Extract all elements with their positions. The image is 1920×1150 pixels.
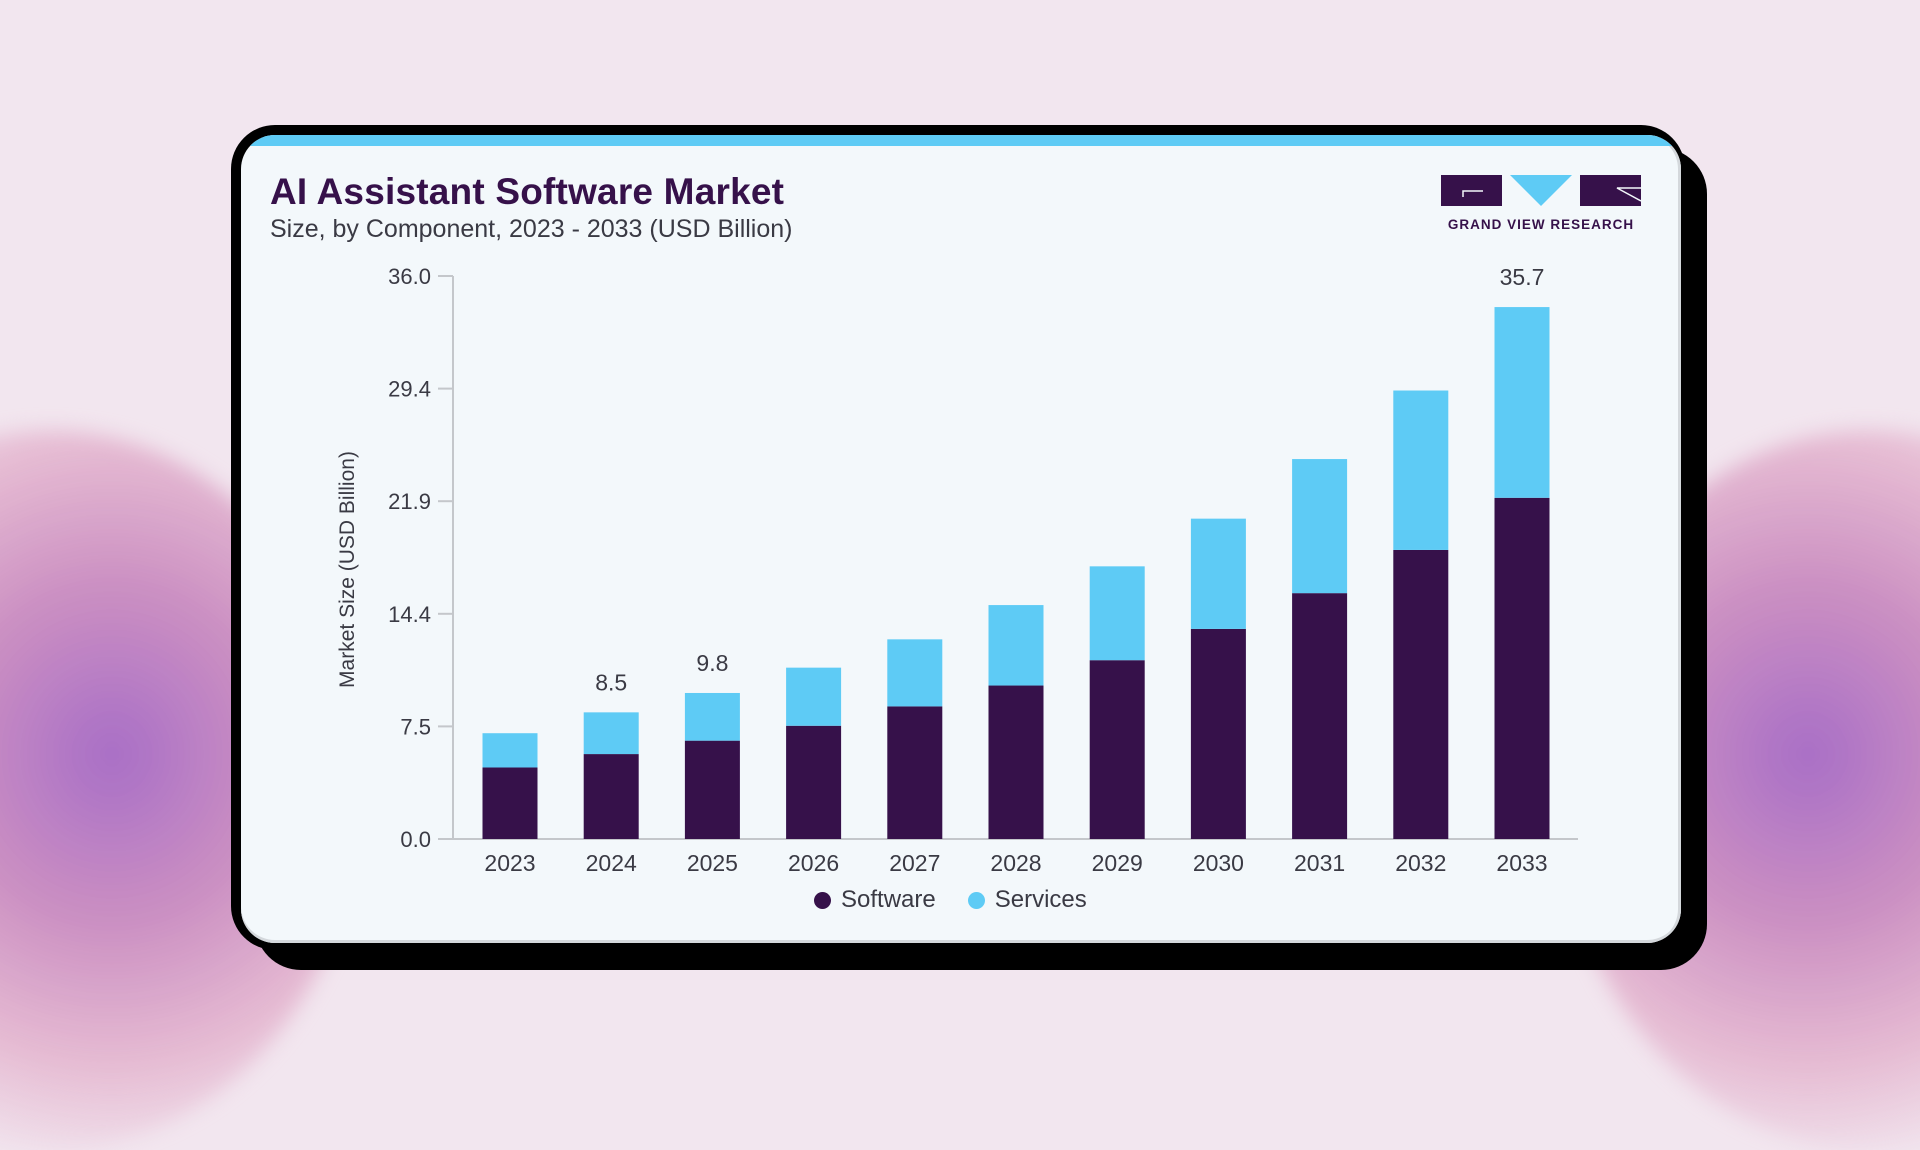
x-tick-label: 2024 bbox=[586, 850, 637, 876]
card-top-strip bbox=[241, 135, 1681, 146]
y-tick-label: 21.9 bbox=[388, 489, 431, 514]
bar-software-2031 bbox=[1292, 593, 1348, 839]
bar-software-2030 bbox=[1190, 628, 1246, 839]
x-tick-label: 2028 bbox=[990, 850, 1041, 876]
bar-software-2032 bbox=[1393, 549, 1449, 839]
logo-r-block bbox=[1580, 175, 1641, 206]
grand-view-research-logo: GRAND VIEW RESEARCH bbox=[1441, 173, 1642, 235]
legend-label-services: Services bbox=[994, 886, 1087, 913]
chart-title: AI Assistant Software Market bbox=[270, 171, 785, 212]
legend-dot-software bbox=[814, 891, 831, 909]
chart-subtitle: Size, by Component, 2023 - 2033 (USD Bil… bbox=[270, 215, 793, 243]
x-tick-label: 2025 bbox=[687, 850, 738, 876]
bar-software-2027 bbox=[887, 706, 943, 839]
bar-software-2025 bbox=[684, 740, 740, 839]
logo-g-notch bbox=[1462, 190, 1483, 197]
bar-services-2029 bbox=[1089, 566, 1145, 661]
x-tick-label: 2027 bbox=[889, 850, 940, 876]
bar-services-2024 bbox=[583, 712, 639, 755]
bar-services-2028 bbox=[988, 605, 1044, 686]
bars bbox=[482, 307, 1550, 839]
logo-v-triangle bbox=[1510, 175, 1572, 206]
bar-services-2030 bbox=[1190, 518, 1246, 629]
x-tick-label: 2030 bbox=[1193, 850, 1244, 876]
y-tick-label: 36.0 bbox=[388, 264, 431, 289]
x-tick-label: 2031 bbox=[1294, 850, 1345, 876]
bar-services-2023 bbox=[482, 733, 538, 768]
data-label-2024: 8.5 bbox=[595, 669, 627, 695]
legend-item-software: Software bbox=[814, 886, 936, 914]
legend: Software Services bbox=[814, 886, 1087, 914]
bar-services-2032 bbox=[1393, 390, 1449, 550]
bar-software-2029 bbox=[1089, 660, 1145, 839]
bar-software-2033 bbox=[1494, 497, 1550, 839]
gvr-logo-icon bbox=[1441, 175, 1642, 206]
y-tick-label: 29.4 bbox=[388, 377, 431, 402]
x-tick-label: 2026 bbox=[788, 850, 839, 876]
labels: 2023 2024 2025 2026 2027 2028 2029 2030 2031 2032… bbox=[484, 264, 1547, 876]
bar-software-2028 bbox=[988, 685, 1044, 839]
logo-text: GRAND VIEW RESEARCH bbox=[1447, 217, 1635, 232]
bar-services-2031 bbox=[1292, 459, 1348, 594]
logo-r-notch bbox=[1616, 187, 1642, 202]
y-tick-label: 7.5 bbox=[400, 714, 431, 739]
y-tick-label: 0.0 bbox=[400, 827, 431, 852]
bar-services-2033 bbox=[1494, 307, 1550, 498]
legend-label-software: Software bbox=[841, 886, 936, 913]
bar-services-2025 bbox=[684, 692, 740, 741]
data-label-2025: 9.8 bbox=[696, 650, 728, 676]
bar-software-2023 bbox=[482, 767, 538, 839]
x-tick-label: 2032 bbox=[1395, 850, 1446, 876]
y-axis-title: Market Size (USD Billion) bbox=[336, 451, 359, 688]
bar-services-2026 bbox=[786, 667, 842, 726]
x-tick-label: 2033 bbox=[1496, 850, 1547, 876]
legend-item-services: Services bbox=[967, 886, 1087, 914]
x-tick-label: 2029 bbox=[1092, 850, 1143, 876]
chart-card: AI Assistant Software Market Size, by Co… bbox=[241, 135, 1681, 943]
bar-services-2027 bbox=[887, 639, 943, 707]
bar-software-2026 bbox=[786, 725, 842, 839]
bar-software-2024 bbox=[583, 754, 639, 839]
legend-dot-services bbox=[967, 891, 985, 909]
stacked-bar-chart: 0.0 7.5 14.4 21.9 29.4 36.0 Market Size (USD B… bbox=[336, 264, 1578, 876]
x-tick-label: 2023 bbox=[484, 850, 535, 876]
data-label-2033: 35.7 bbox=[1500, 264, 1545, 290]
y-tick-label: 14.4 bbox=[388, 602, 431, 627]
